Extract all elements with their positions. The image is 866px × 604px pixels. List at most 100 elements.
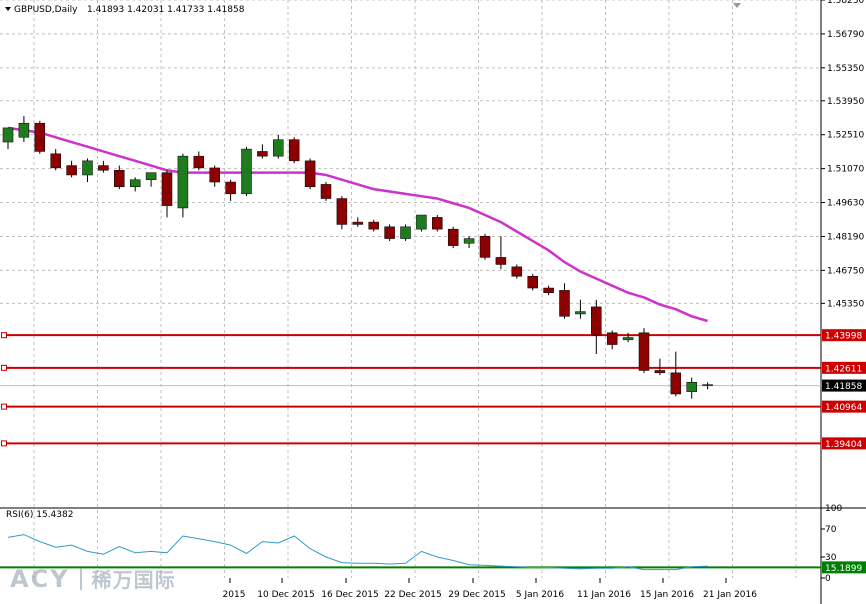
time-tick-label: 2015 xyxy=(223,590,246,600)
current-price-tag xyxy=(822,379,866,392)
level-price-tag xyxy=(822,437,866,450)
price-tick-label: 1.51070 xyxy=(827,165,864,175)
bull-candle-body xyxy=(702,384,713,386)
bear-candle-body xyxy=(384,226,395,239)
logo-separator xyxy=(79,567,82,590)
logo-sub-text: 稀万国际 xyxy=(91,568,176,592)
rsi-tick-label: 0 xyxy=(825,574,831,584)
bear-candle-body xyxy=(432,217,443,230)
broker-logo: ACY 稀万国际 xyxy=(10,564,176,593)
bear-candle-body xyxy=(591,306,602,336)
rsi-line xyxy=(7,534,708,571)
rsi-pane: 15.1899 xyxy=(0,534,866,574)
bull-candle-body xyxy=(82,160,93,176)
candles xyxy=(2,116,713,399)
rsi-tick-label: 30 xyxy=(825,553,837,563)
level-handle-icon[interactable] xyxy=(1,403,7,410)
chart-shift-marker-icon[interactable] xyxy=(733,3,741,8)
bear-candle-body xyxy=(304,160,316,188)
horizontal-levels[interactable]: 1.43998 1.42611 1.40964 1.39404 1.41858 xyxy=(0,329,866,450)
bear-candle-body xyxy=(559,290,570,317)
level-handle-icon[interactable] xyxy=(1,332,7,339)
bull-candle-body xyxy=(622,337,634,341)
bear-candle-body xyxy=(654,370,666,374)
time-tick-label: 11 Jan 2016 xyxy=(577,590,631,600)
bull-candle-body xyxy=(177,155,189,209)
price-axis: 1.58230 1.56790 1.55350 1.53950 1.52510 1.510… xyxy=(821,0,864,584)
time-tick-label: 29 Dec 2015 xyxy=(448,590,506,600)
price-tick-label: 1.52510 xyxy=(827,131,864,141)
bear-candle-body xyxy=(606,332,618,345)
bull-candle-body xyxy=(129,179,141,188)
collapse-triangle-icon[interactable] xyxy=(5,7,11,11)
rsi-level-tag xyxy=(822,561,866,574)
time-tick-label: 15 Jan 2016 xyxy=(640,590,694,600)
price-tick-label: 1.45350 xyxy=(827,299,864,309)
current-price-label: 1.41858 xyxy=(825,382,862,392)
bear-candle-body xyxy=(479,235,491,258)
level-price-label: 1.42611 xyxy=(825,364,862,374)
level-handle-icon[interactable] xyxy=(1,440,7,447)
bull-candle-body xyxy=(463,238,475,244)
level-price-label: 1.40964 xyxy=(825,403,862,413)
time-tick-label: 21 Jan 2016 xyxy=(703,590,757,600)
logo-main-text: ACY xyxy=(10,564,70,593)
bull-candle-body xyxy=(2,127,14,143)
price-tick-label: 1.58230 xyxy=(827,0,864,6)
bear-candle-body xyxy=(368,221,379,230)
moving-average-line xyxy=(7,126,708,323)
time-tick-label: 10 Dec 2015 xyxy=(257,590,315,600)
rsi-tick-label: 70 xyxy=(825,525,837,535)
level-handle-icon[interactable] xyxy=(1,364,7,371)
bear-candle-body xyxy=(209,167,220,183)
bear-candle-body xyxy=(98,165,109,171)
bear-candle-body xyxy=(114,170,125,188)
price-tick-label: 1.46750 xyxy=(827,266,864,276)
bear-candle-body xyxy=(527,276,538,289)
level-price-tag xyxy=(822,329,866,342)
bear-candle-body xyxy=(257,151,268,157)
rsi-label: RSI(6) 15.4382 xyxy=(6,510,73,520)
price-tick-label: 1.48190 xyxy=(827,232,864,242)
bull-candle-body xyxy=(18,122,30,138)
bear-candle-body xyxy=(543,287,554,293)
bear-candle-body xyxy=(336,198,348,225)
bear-candle-body xyxy=(225,181,236,195)
bear-candle-body xyxy=(447,228,459,246)
bear-candle-body xyxy=(638,332,650,371)
rsi-tick-label: 100 xyxy=(825,504,842,514)
bull-candle-body xyxy=(575,311,586,315)
time-axis: 2015 10 Dec 2015 16 Dec 2015 22 Dec 2015 29 … xyxy=(223,578,757,600)
bear-candle-body xyxy=(352,221,364,225)
bear-candle-body xyxy=(670,372,682,395)
bear-candle-body xyxy=(34,122,46,152)
bear-candle-body xyxy=(511,266,523,277)
ohlc-readout: 1.41893 1.42031 1.41733 1.41858 xyxy=(87,5,245,15)
chart-grid xyxy=(0,0,821,578)
level-price-tag xyxy=(822,361,866,374)
bull-candle-body xyxy=(416,214,427,230)
level-price-label: 1.43998 xyxy=(825,332,862,342)
bear-candle-body xyxy=(161,172,173,206)
bear-candle-body xyxy=(66,165,77,176)
moving-average xyxy=(7,126,708,323)
bear-candle-body xyxy=(495,257,507,265)
bear-candle-body xyxy=(50,153,61,169)
time-tick-label: 22 Dec 2015 xyxy=(384,590,442,600)
bull-candle-body xyxy=(686,381,697,392)
price-tick-label: 1.56790 xyxy=(827,30,864,40)
bull-candle-body xyxy=(273,139,284,157)
time-tick-label: 16 Dec 2015 xyxy=(321,590,379,600)
time-tick-label: 5 Jan 2016 xyxy=(516,590,564,600)
price-tick-label: 1.53950 xyxy=(827,97,864,107)
level-price-label: 1.39404 xyxy=(825,440,862,450)
level-price-tag xyxy=(822,400,866,413)
price-tick-label: 1.55350 xyxy=(827,64,864,74)
bull-candle-body xyxy=(145,172,157,180)
bear-candle-body xyxy=(288,139,300,162)
symbol-label: GBPUSD,Daily xyxy=(14,5,78,15)
bull-candle-body xyxy=(241,148,252,195)
rsi-level-label: 15.1899 xyxy=(825,564,862,574)
bear-candle-body xyxy=(320,184,332,199)
